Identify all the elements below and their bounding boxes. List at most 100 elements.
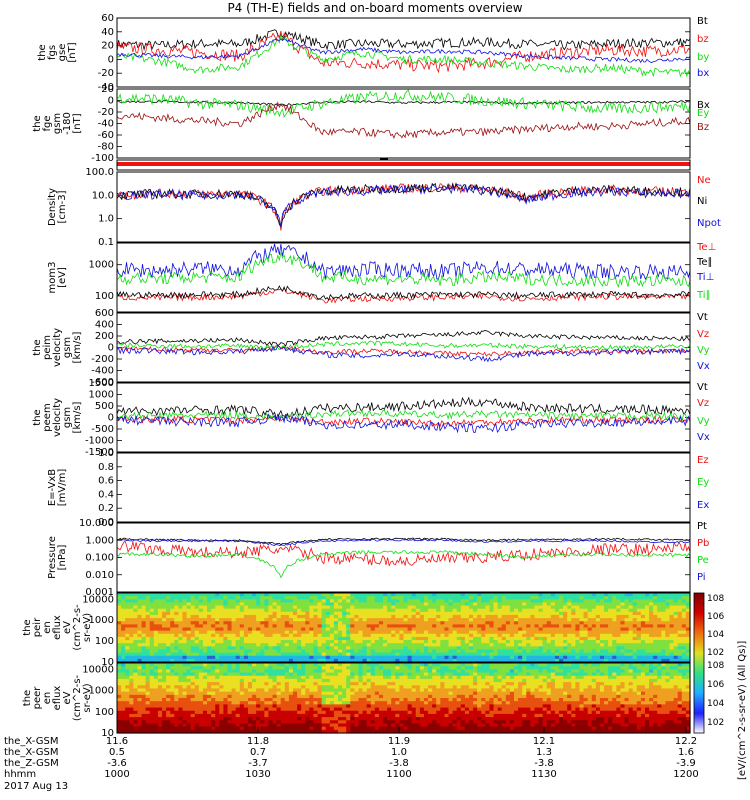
heatmap-cell-peir bbox=[636, 593, 642, 597]
heatmap-cell-peir bbox=[608, 646, 613, 651]
heatmap-cell-peer bbox=[190, 682, 196, 686]
heatmap-cell-peir bbox=[428, 652, 433, 657]
heatmap-cell-peir bbox=[346, 605, 351, 610]
heatmap-cell-peer bbox=[399, 675, 405, 680]
heatmap-cell-peir bbox=[579, 652, 585, 657]
heatmap-cell-peir bbox=[546, 605, 552, 610]
heatmap-cell-peer bbox=[133, 678, 139, 683]
heatmap-cell-peir bbox=[346, 618, 351, 622]
heatmap-cell-peir bbox=[550, 640, 556, 644]
heatmap-cell-peir bbox=[342, 614, 347, 619]
heatmap-cell-peer bbox=[239, 691, 245, 696]
heatmap-cell-peir bbox=[301, 655, 306, 660]
heatmap-cell-peir bbox=[219, 602, 225, 607]
heatmap-cell-peir bbox=[677, 593, 683, 597]
heatmap-cell-peer bbox=[325, 704, 331, 709]
heatmap-cell-peer bbox=[374, 704, 380, 709]
heatmap-cell-peir bbox=[653, 627, 658, 632]
heatmap-cell-peir bbox=[522, 621, 527, 625]
heatmap-cell-peer bbox=[378, 672, 384, 677]
heatmap-cell-peir bbox=[362, 627, 368, 632]
heatmap-cell-peer bbox=[321, 672, 327, 677]
heatmap-cell-peir bbox=[530, 640, 536, 644]
heatmap-cell-peer bbox=[186, 720, 192, 725]
heatmap-cell-peer bbox=[428, 691, 433, 696]
heatmap-cell-peir bbox=[481, 655, 486, 660]
heatmap-cell-peir bbox=[342, 636, 347, 641]
heatmap-cell-peir bbox=[338, 630, 343, 635]
heatmap-cell-peer bbox=[280, 723, 286, 728]
heatmap-cell-peer bbox=[121, 669, 126, 674]
heatmap-cell-peer bbox=[145, 672, 151, 677]
heatmap-cell-peir bbox=[575, 652, 581, 657]
heatmap-cell-peir bbox=[518, 649, 523, 654]
heatmap-cell-peir bbox=[141, 658, 147, 663]
heatmap-cell-peer bbox=[411, 672, 417, 677]
heatmap-cell-peer bbox=[276, 678, 282, 683]
heatmap-cell-peir bbox=[329, 655, 335, 660]
heatmap-cell-peir bbox=[252, 649, 257, 654]
heatmap-cell-peir bbox=[153, 658, 159, 663]
heatmap-cell-peir bbox=[162, 636, 167, 641]
heatmap-cell-peer bbox=[391, 669, 396, 674]
heatmap-cell-peir bbox=[534, 614, 540, 619]
heatmap-cell-peir bbox=[333, 652, 339, 657]
heatmap-cell-peir bbox=[211, 649, 216, 654]
heatmap-cell-peir bbox=[432, 614, 437, 619]
heatmap-cell-peer bbox=[362, 685, 368, 690]
heatmap-cell-peir bbox=[432, 633, 437, 638]
heatmap-cell-peir bbox=[579, 627, 585, 632]
heatmap-cell-peer bbox=[362, 694, 368, 699]
heatmap-cell-peir bbox=[632, 649, 638, 654]
heatmap-cell-peer bbox=[403, 688, 409, 693]
heatmap-cell-peer bbox=[411, 666, 417, 670]
heatmap-cell-peir bbox=[264, 605, 270, 610]
heatmap-cell-peer bbox=[166, 688, 171, 693]
heatmap-cell-peer bbox=[280, 717, 286, 721]
heatmap-cell-peir bbox=[268, 649, 274, 654]
heatmap-cell-peer bbox=[366, 685, 372, 690]
heatmap-cell-peer bbox=[243, 666, 249, 670]
heatmap-cell-peer bbox=[178, 669, 184, 674]
heatmap-cell-peer bbox=[260, 694, 265, 699]
heatmap-cell-peer bbox=[383, 669, 388, 674]
heatmap-cell-peir bbox=[231, 627, 237, 632]
heatmap-cell-peir bbox=[444, 633, 450, 638]
heatmap-cell-peer bbox=[133, 726, 139, 731]
heatmap-cell-peer bbox=[423, 713, 429, 718]
heatmap-cell-peer bbox=[145, 717, 151, 721]
heatmap-cell-peer bbox=[391, 704, 396, 709]
heatmap-cell-peir bbox=[481, 658, 486, 663]
heatmap-cell-peir bbox=[223, 646, 229, 651]
heatmap-cell-peer bbox=[211, 669, 216, 674]
heatmap-cell-peer bbox=[325, 726, 331, 731]
heatmap-cell-peer bbox=[383, 704, 388, 709]
heatmap-cell-peer bbox=[415, 694, 421, 699]
heatmap-cell-peer bbox=[423, 685, 429, 690]
heatmap-cell-peer bbox=[239, 685, 245, 690]
heatmap-cell-peir bbox=[329, 614, 335, 619]
heatmap-cell-peer bbox=[374, 672, 380, 677]
heatmap-cell-peer bbox=[133, 682, 139, 686]
heatmap-cell-peir bbox=[280, 636, 286, 641]
heatmap-cell-peer bbox=[268, 710, 274, 715]
heatmap-cell-peer bbox=[137, 713, 143, 718]
heatmap-cell-peir bbox=[313, 636, 319, 641]
heatmap-cell-peir bbox=[599, 605, 605, 610]
heatmap-cell-peer bbox=[133, 685, 139, 690]
heatmap-cell-peir bbox=[292, 614, 298, 619]
heatmap-cell-peir bbox=[399, 646, 405, 651]
heatmap-cell-peer bbox=[235, 694, 241, 699]
page-title: P4 (TH-E) fields and on-board moments ov… bbox=[227, 1, 523, 15]
heatmap-cell-peir bbox=[198, 643, 204, 647]
heatmap-cell-peir bbox=[256, 658, 261, 663]
heatmap-cell-peer bbox=[223, 713, 229, 718]
heatmap-cell-peer bbox=[342, 688, 347, 693]
heatmap-cell-peir bbox=[481, 608, 486, 613]
heatmap-cell-peer bbox=[149, 678, 155, 683]
heatmap-cell-peer bbox=[378, 691, 384, 696]
heatmap-cell-peer bbox=[133, 729, 139, 734]
heatmap-cell-peer bbox=[174, 713, 179, 718]
heatmap-cell-peer bbox=[170, 685, 175, 690]
heatmap-cell-peer bbox=[383, 713, 388, 718]
